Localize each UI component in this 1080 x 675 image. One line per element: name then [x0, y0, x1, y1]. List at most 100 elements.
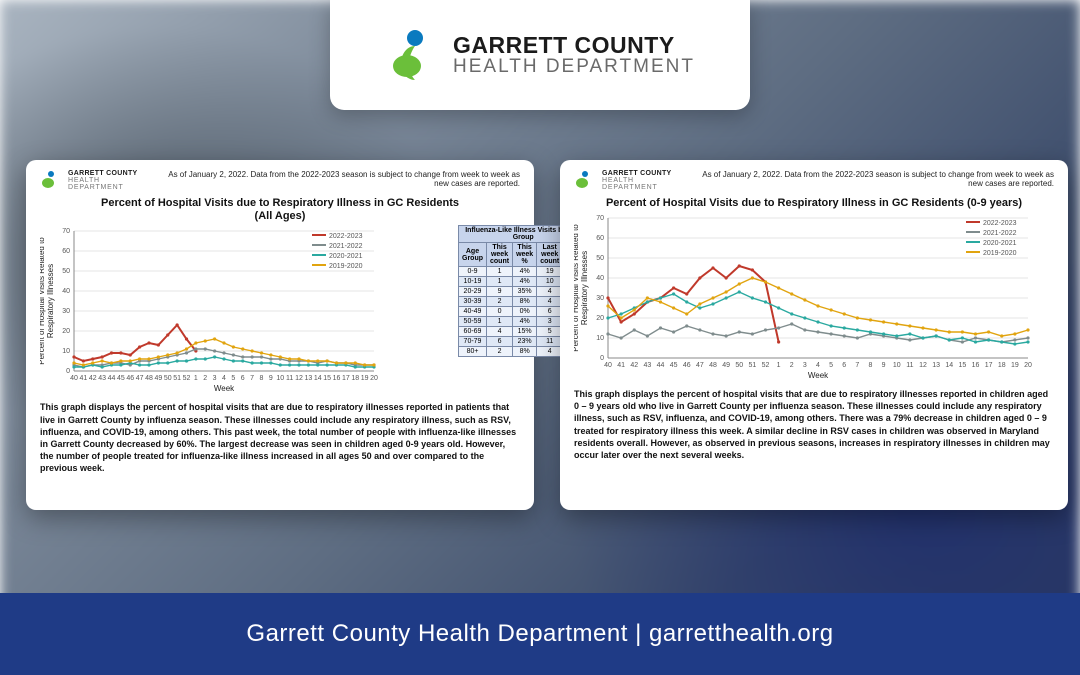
svg-text:2020-2021: 2020-2021 — [983, 240, 1017, 247]
svg-text:3: 3 — [803, 362, 807, 369]
svg-text:48: 48 — [709, 362, 717, 369]
svg-text:2021-2022: 2021-2022 — [983, 230, 1017, 237]
mini-logo-icon — [574, 170, 594, 190]
mini-brand-text: GARRETT COUNTY HEALTH DEPARTMENT — [602, 170, 678, 191]
svg-text:6: 6 — [241, 375, 245, 382]
panel-all-ages: GARRETT COUNTY HEALTH DEPARTMENT As of J… — [26, 160, 534, 510]
mini-brand-text: GARRETT COUNTY HEALTH DEPARTMENT — [68, 170, 144, 191]
svg-text:10: 10 — [596, 335, 604, 342]
svg-text:30: 30 — [596, 295, 604, 302]
svg-text:2019-2020: 2019-2020 — [329, 263, 363, 270]
footer-bar: Garrett County Health Department | garre… — [0, 593, 1080, 675]
svg-text:50: 50 — [596, 255, 604, 262]
svg-text:9: 9 — [882, 362, 886, 369]
header-card: GARRETT COUNTY HEALTH DEPARTMENT — [330, 0, 750, 110]
svg-text:41: 41 — [617, 362, 625, 369]
svg-text:51: 51 — [748, 362, 756, 369]
svg-text:46: 46 — [683, 362, 691, 369]
svg-text:30: 30 — [62, 308, 70, 315]
svg-text:Week: Week — [214, 384, 235, 393]
svg-text:48: 48 — [145, 375, 153, 382]
svg-text:6: 6 — [842, 362, 846, 369]
svg-text:40: 40 — [596, 275, 604, 282]
svg-text:0: 0 — [66, 368, 70, 375]
svg-text:Percent of Hospital Visits Rel: Percent of Hospital Visits Related toRes… — [40, 237, 55, 365]
asof-text: As of January 2, 2022. Data from the 202… — [152, 170, 520, 188]
svg-text:2019-2020: 2019-2020 — [983, 250, 1017, 257]
svg-text:16: 16 — [972, 362, 980, 369]
svg-text:11: 11 — [286, 375, 293, 382]
svg-text:17: 17 — [342, 375, 350, 382]
svg-text:2022-2023: 2022-2023 — [983, 220, 1017, 227]
svg-text:7: 7 — [250, 375, 254, 382]
svg-text:15: 15 — [323, 375, 331, 382]
brand-name-bottom: HEALTH DEPARTMENT — [453, 57, 695, 77]
svg-text:2: 2 — [203, 375, 207, 382]
svg-text:20: 20 — [62, 328, 70, 335]
svg-text:2021-2022: 2021-2022 — [329, 243, 363, 250]
svg-text:44: 44 — [657, 362, 665, 369]
svg-text:2020-2021: 2020-2021 — [329, 253, 363, 260]
svg-text:12: 12 — [295, 375, 303, 382]
caption-all-ages: This graph displays the percent of hospi… — [40, 401, 520, 474]
svg-text:52: 52 — [762, 362, 770, 369]
svg-text:42: 42 — [89, 375, 97, 382]
footer-text: Garrett County Health Department | garre… — [246, 620, 833, 648]
svg-text:13: 13 — [932, 362, 940, 369]
svg-text:16: 16 — [333, 375, 341, 382]
svg-text:18: 18 — [998, 362, 1006, 369]
svg-text:10: 10 — [276, 375, 284, 382]
svg-text:4: 4 — [816, 362, 820, 369]
svg-text:Week: Week — [808, 371, 829, 380]
svg-text:45: 45 — [670, 362, 678, 369]
brand-logo-icon — [385, 28, 439, 82]
brand-name-top: GARRETT COUNTY — [453, 33, 695, 57]
svg-text:50: 50 — [735, 362, 743, 369]
svg-text:52: 52 — [183, 375, 191, 382]
svg-text:47: 47 — [696, 362, 704, 369]
svg-text:47: 47 — [136, 375, 144, 382]
svg-text:9: 9 — [269, 375, 273, 382]
svg-text:4: 4 — [222, 375, 226, 382]
svg-text:43: 43 — [643, 362, 651, 369]
svg-text:70: 70 — [596, 215, 604, 222]
svg-text:18: 18 — [351, 375, 359, 382]
svg-text:17: 17 — [985, 362, 993, 369]
chart-0-9: 0102030405060704041424344454647484950515… — [574, 212, 1080, 380]
svg-text:5: 5 — [231, 375, 235, 382]
svg-text:14: 14 — [945, 362, 953, 369]
asof-text: As of January 2, 2022. Data from the 202… — [686, 170, 1054, 188]
caption-0-9: This graph displays the percent of hospi… — [574, 388, 1054, 461]
svg-text:50: 50 — [62, 268, 70, 275]
chart-title: Percent of Hospital Visits due to Respir… — [574, 197, 1054, 210]
svg-text:7: 7 — [855, 362, 859, 369]
chart-title: Percent of Hospital Visits due to Respir… — [40, 197, 520, 223]
svg-text:20: 20 — [370, 375, 378, 382]
brand-text: GARRETT COUNTY HEALTH DEPARTMENT — [453, 33, 695, 77]
svg-text:40: 40 — [604, 362, 612, 369]
svg-text:2022-2023: 2022-2023 — [329, 233, 363, 240]
svg-text:2: 2 — [790, 362, 794, 369]
svg-text:43: 43 — [98, 375, 106, 382]
svg-text:19: 19 — [361, 375, 369, 382]
svg-text:15: 15 — [958, 362, 966, 369]
panel-header: GARRETT COUNTY HEALTH DEPARTMENT As of J… — [574, 170, 1054, 191]
svg-text:11: 11 — [906, 362, 913, 369]
svg-text:60: 60 — [62, 248, 70, 255]
svg-text:49: 49 — [722, 362, 730, 369]
svg-text:49: 49 — [154, 375, 162, 382]
svg-text:14: 14 — [314, 375, 322, 382]
svg-text:13: 13 — [304, 375, 312, 382]
svg-text:46: 46 — [126, 375, 134, 382]
svg-text:3: 3 — [213, 375, 217, 382]
svg-text:41: 41 — [79, 375, 87, 382]
svg-text:40: 40 — [70, 375, 78, 382]
svg-text:Percent of Hospital Visits Rel: Percent of Hospital Visits Related toRes… — [574, 224, 589, 352]
svg-text:45: 45 — [117, 375, 125, 382]
panel-header: GARRETT COUNTY HEALTH DEPARTMENT As of J… — [40, 170, 520, 191]
svg-text:44: 44 — [108, 375, 116, 382]
svg-text:20: 20 — [1024, 362, 1032, 369]
svg-text:1: 1 — [194, 375, 198, 382]
svg-text:5: 5 — [829, 362, 833, 369]
svg-text:50: 50 — [164, 375, 172, 382]
